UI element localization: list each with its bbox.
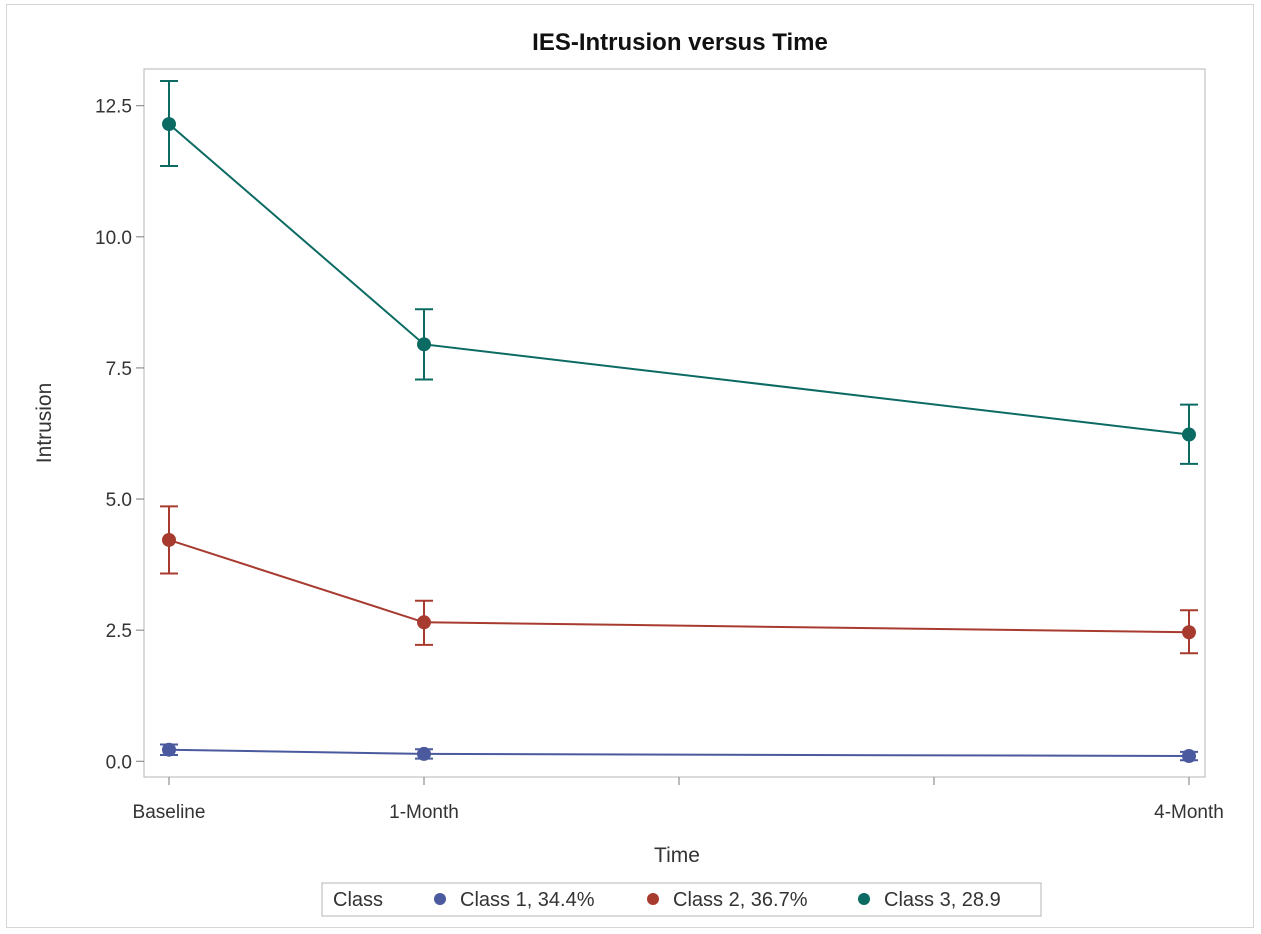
data-point (1182, 749, 1196, 764)
series-1 (160, 742, 1198, 764)
legend-items: Class 1, 34.4% Class 2, 36.7% Class 3, 28.… (434, 889, 1001, 911)
legend: Class Class 1, 34.4% Class 2, 36.7% Class … (321, 882, 1042, 917)
x-tick-label: 4-Month (1154, 802, 1224, 823)
data-point (417, 746, 431, 761)
series-2 (160, 505, 1198, 655)
data-point (162, 117, 176, 132)
series-layer (160, 80, 1198, 764)
legend-marker (434, 893, 446, 905)
legend-marker (858, 893, 870, 905)
y-tick-label: 5.0 (106, 490, 132, 511)
chart-title: IES-Intrusion versus Time (532, 29, 828, 56)
legend-label: Class 1, 34.4% (460, 889, 595, 911)
y-tick-label: 10.0 (95, 228, 132, 249)
series-3 (160, 80, 1198, 465)
plot-area (143, 68, 1206, 778)
y-tick-label: 7.5 (106, 359, 132, 380)
y-tick-label: 2.5 (106, 621, 132, 642)
legend-label: Class 2, 36.7% (673, 889, 808, 911)
y-tick-label: 12.5 (95, 97, 132, 118)
x-axis: Baseline 1-Month 4-Month (133, 777, 1224, 823)
x-tick-label: Baseline (133, 802, 206, 823)
data-point (162, 742, 176, 757)
legend-marker (647, 893, 659, 905)
legend-label: Class 3, 28.9 (884, 889, 1001, 911)
x-tick-label: 1-Month (389, 802, 459, 823)
data-point (417, 337, 431, 352)
series-line (168, 748, 1190, 758)
data-point (1182, 625, 1196, 640)
series-line (168, 538, 1190, 634)
y-axis-title: Intrusion (33, 383, 56, 464)
y-tick-label: 0.0 (106, 752, 132, 773)
x-axis-title: Time (654, 844, 700, 867)
series-line (168, 123, 1190, 436)
data-point (417, 615, 431, 630)
chart-frame (6, 4, 1254, 928)
y-axis: 0.0 2.5 5.0 7.5 10.0 12.5 (95, 97, 144, 773)
legend-title: Class (333, 889, 383, 911)
data-point (162, 532, 176, 547)
data-point (1182, 427, 1196, 442)
